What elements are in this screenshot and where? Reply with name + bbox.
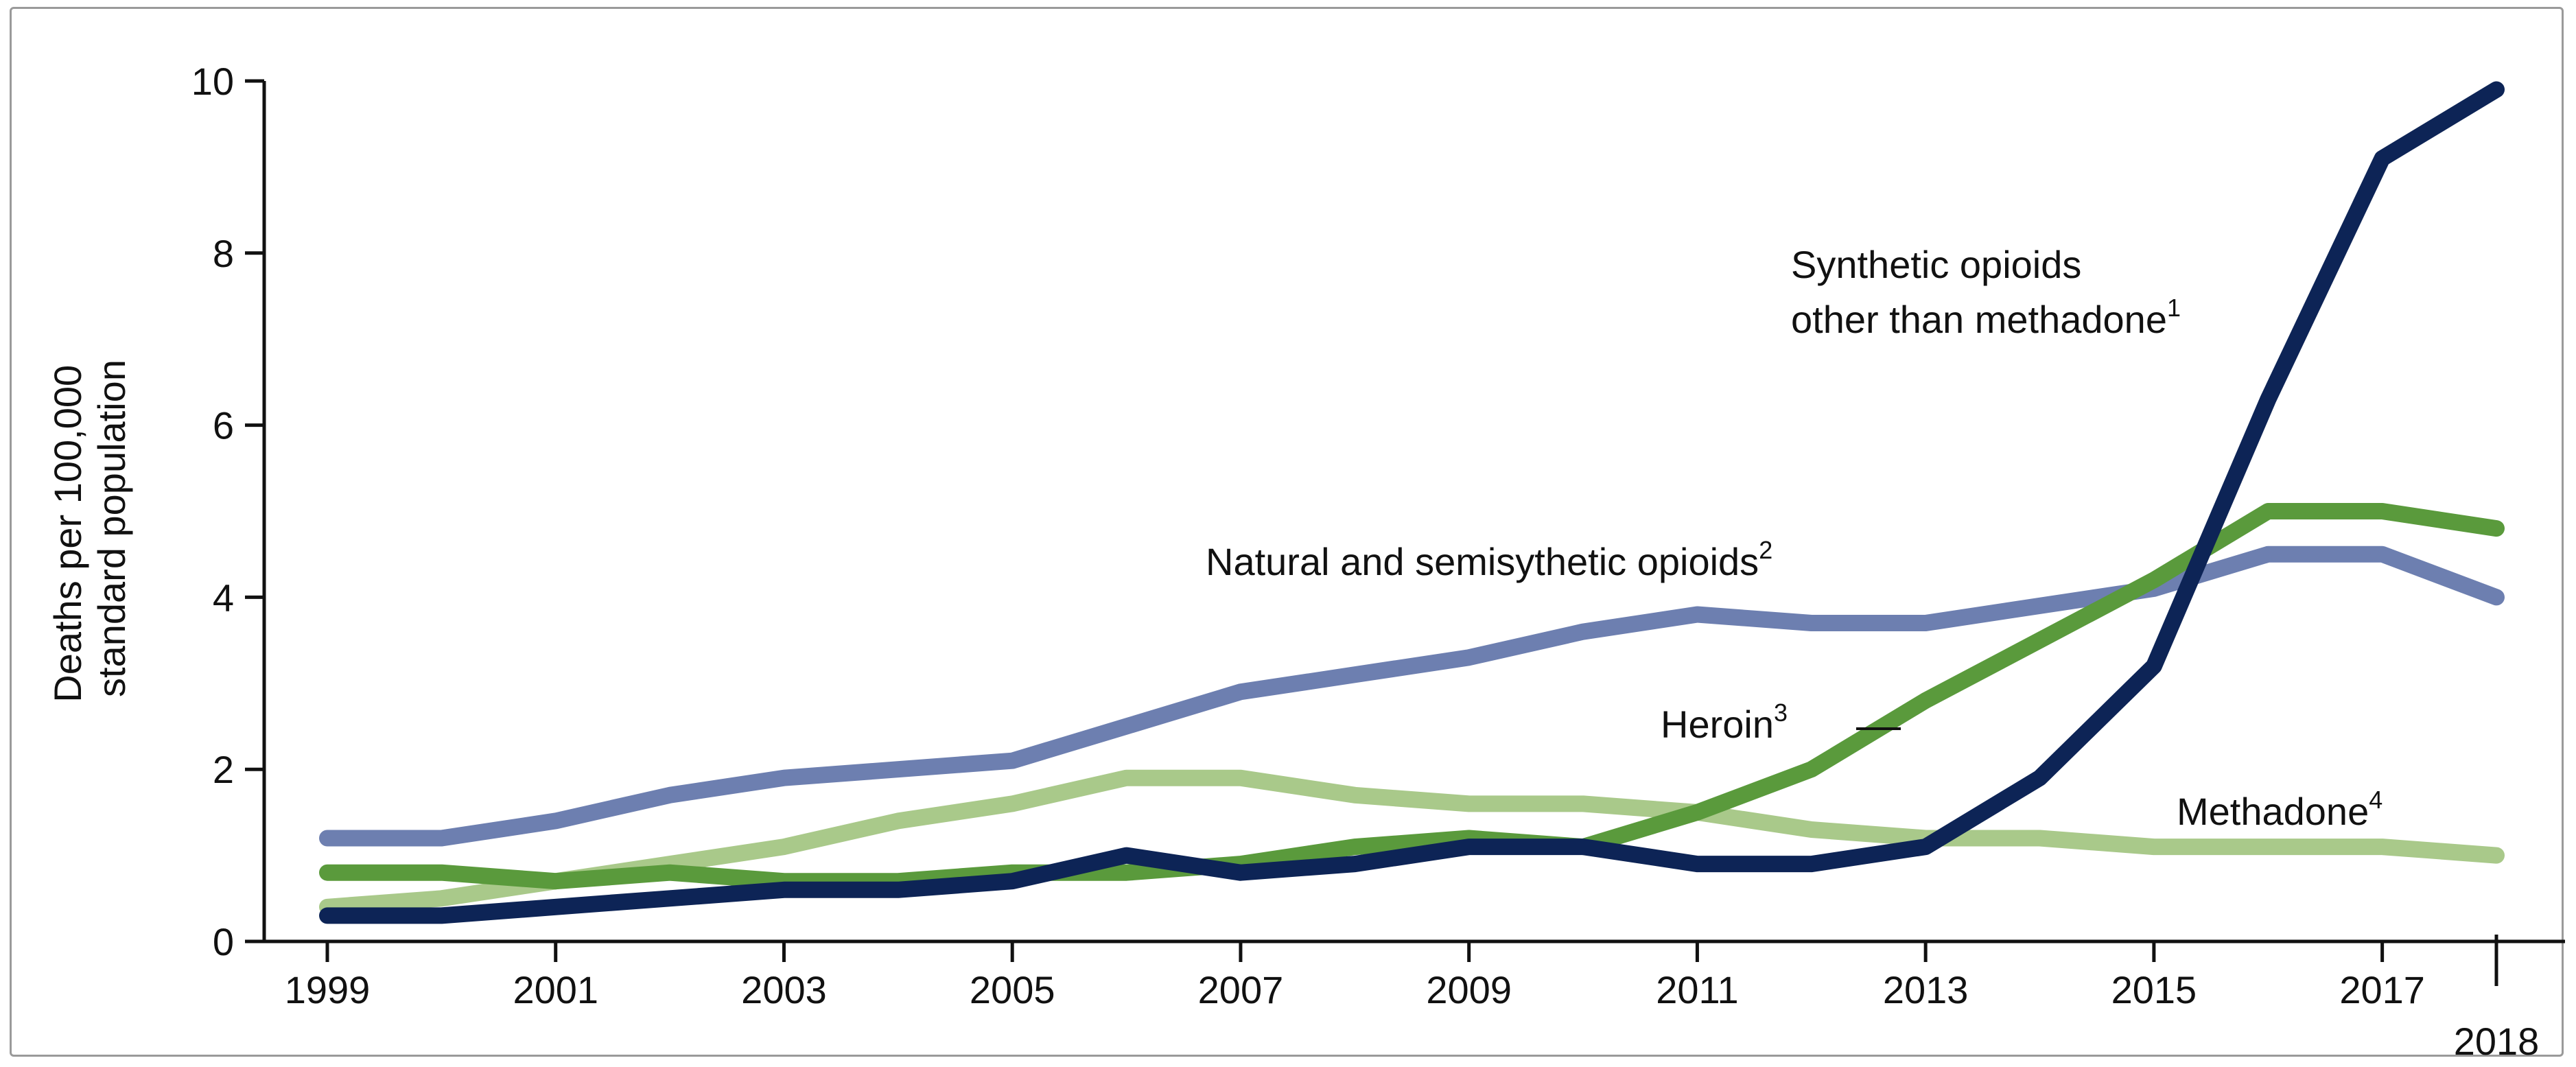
- synthetic-label-line-1: Synthetic opioids: [1791, 243, 2081, 286]
- y-tick-label: 4: [213, 576, 234, 619]
- series-line-synthetic: [319, 81, 2505, 924]
- y-tick-label: 0: [213, 920, 234, 963]
- y-tick-label: 2: [213, 748, 234, 791]
- y-axis-label-line-2: standard population: [90, 360, 133, 697]
- x-tick-label: 2015: [2111, 968, 2197, 1011]
- series-line-heroin: [319, 503, 2505, 890]
- x-tick-label: 2005: [970, 968, 1055, 1011]
- x-tick-label: 1999: [285, 968, 371, 1011]
- y-tick-label: 6: [213, 404, 234, 447]
- natural-label: Natural and semisythetic opioids2: [1206, 536, 1772, 583]
- natural-label-text: Natural and semisythetic opioids: [1206, 540, 1759, 583]
- synthetic-label-sup: 1: [2167, 294, 2181, 322]
- y-axis-label: Deaths per 100,000 standard population: [46, 354, 133, 702]
- heroin-label-sup: 3: [1774, 699, 1788, 727]
- x-tick-label: 2003: [741, 968, 827, 1011]
- x-tick-label-2018: 2018: [2454, 1020, 2540, 1063]
- synthetic-label-line-2-text: other than methadone: [1791, 298, 2167, 341]
- methadone-label-text: Methadone: [2177, 790, 2369, 833]
- x-tick-label: 2011: [1656, 968, 1738, 1011]
- series-layer: [319, 81, 2505, 924]
- y-tick-label: 8: [213, 232, 234, 275]
- x-tick-label: 2013: [1883, 968, 1969, 1011]
- methadone-label-sup: 4: [2369, 786, 2382, 814]
- series-line-methadone: [319, 769, 2505, 915]
- y-axis-label-line-1: Deaths per 100,000: [46, 365, 89, 703]
- natural-label-sup: 2: [1759, 536, 1772, 564]
- heroin-label-text: Heroin: [1661, 703, 1774, 746]
- x-tick-label: 2009: [1426, 968, 1512, 1011]
- heroin-label: Heroin3: [1661, 699, 1788, 746]
- x-tick-label: 2007: [1198, 968, 1284, 1011]
- chart-frame: [10, 7, 2564, 1057]
- x-tick-label: 2017: [2339, 968, 2425, 1011]
- x-tick-label: 2001: [513, 968, 598, 1011]
- axes: 0 2 4 6 8 10 1999 2001 2003 2005 2007 2009 2011 2013 2…: [191, 60, 2565, 1063]
- synthetic-label-line-2: other than methadone1: [1791, 294, 2181, 341]
- y-tick-label: 10: [191, 60, 234, 103]
- methadone-label: Methadone4: [2177, 786, 2382, 833]
